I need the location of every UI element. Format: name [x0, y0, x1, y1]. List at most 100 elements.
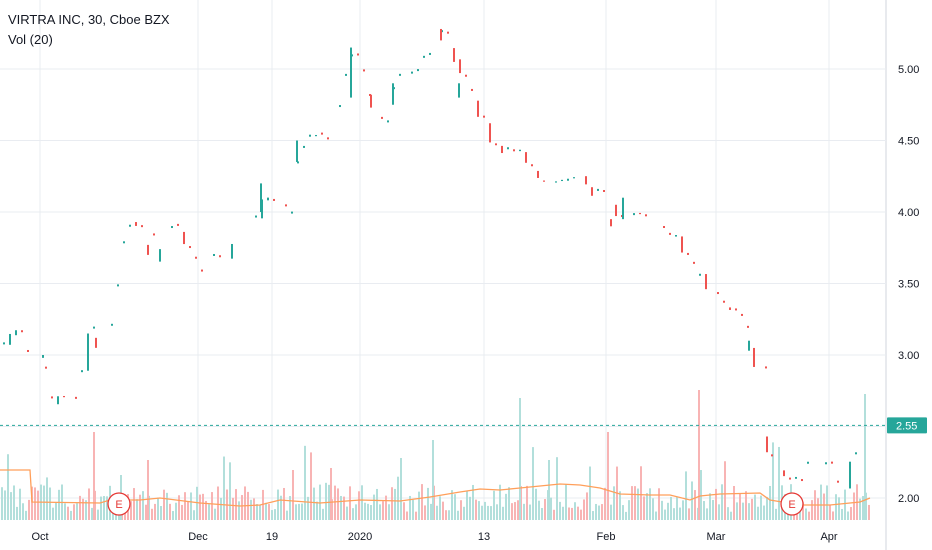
volume-bar	[106, 496, 108, 520]
volume-bar	[559, 501, 561, 520]
candle	[825, 462, 827, 465]
candle	[591, 187, 593, 196]
volume-bar	[601, 504, 603, 520]
volume-bar	[76, 503, 78, 520]
volume-bar	[37, 490, 39, 520]
volume-bar	[412, 499, 414, 520]
candle	[573, 177, 575, 179]
candle	[633, 213, 635, 216]
candle	[42, 355, 44, 358]
volume-bar	[145, 504, 147, 520]
volume-bar	[832, 511, 834, 520]
volume-bar	[679, 507, 681, 520]
candle	[75, 396, 77, 399]
volume-bar	[409, 495, 411, 520]
volume-bar	[667, 502, 669, 520]
volume-bar	[358, 491, 360, 520]
volume-indicator-title[interactable]: Vol (20)	[8, 32, 53, 47]
volume-bar	[760, 495, 762, 520]
volume-bar	[712, 500, 714, 520]
volume-bar	[739, 493, 741, 520]
volume-bar	[514, 502, 516, 520]
candle	[771, 454, 773, 457]
volume-bar	[286, 510, 288, 520]
volume-bar	[382, 501, 384, 520]
price-tick-label: 3.50	[898, 279, 919, 291]
volume-bar	[93, 432, 95, 520]
volume-bar	[313, 487, 315, 520]
volume-bar	[55, 502, 57, 520]
volume-bar	[541, 507, 543, 520]
volume-bar	[79, 495, 81, 520]
volume-bar	[841, 508, 843, 520]
candle	[705, 274, 707, 290]
volume-bar	[661, 500, 663, 520]
candle	[219, 255, 221, 258]
candle	[747, 325, 749, 328]
candle	[392, 83, 394, 105]
volume-bar	[454, 494, 456, 520]
volume-bar	[325, 482, 327, 520]
volume-bar	[850, 507, 852, 520]
volume-bar	[175, 502, 177, 520]
candle	[519, 149, 521, 152]
volume-bar	[49, 487, 51, 520]
volume-bar	[7, 454, 9, 520]
volume-bar	[553, 509, 555, 520]
candle	[417, 69, 419, 72]
volume-bar	[97, 509, 99, 520]
candle	[453, 48, 455, 62]
time-axis: Oct Dec 19 2020 13 Feb Mar Apr	[31, 531, 837, 543]
volume-bar	[589, 466, 591, 520]
volume-bar	[628, 500, 630, 520]
volume-bar	[769, 485, 771, 520]
candle	[255, 215, 257, 218]
volume-bar	[64, 503, 66, 520]
volume-bar	[256, 504, 258, 520]
volume-bar	[823, 493, 825, 520]
volume-bar	[664, 509, 666, 520]
volume-bar	[643, 496, 645, 520]
chart-legend: VIRTRA INC, 30, Cboe BZX Vol (20)	[8, 10, 170, 50]
volume-ma-line	[0, 469, 871, 507]
volume-bar	[580, 509, 582, 520]
volume-bar	[406, 511, 408, 520]
volume-bar	[211, 492, 213, 520]
volume-bar	[322, 508, 324, 520]
candle	[321, 132, 323, 135]
volume-bar	[466, 490, 468, 520]
volume-bar	[190, 492, 192, 520]
volume-bar	[181, 504, 183, 520]
volume-bar	[310, 452, 312, 520]
volume-bar	[751, 498, 753, 520]
volume-bar	[352, 508, 354, 520]
volume-bar	[523, 503, 525, 520]
candle	[477, 100, 479, 117]
volume-bar	[574, 502, 576, 520]
volume-bar	[607, 432, 609, 520]
earnings-marker[interactable]: E	[107, 492, 131, 516]
volume-bar	[544, 499, 546, 520]
volume-bar	[517, 500, 519, 520]
volume-bar	[694, 490, 696, 520]
volume-bar	[718, 504, 720, 520]
volume-bar	[730, 511, 732, 520]
volume-bar	[34, 487, 36, 520]
candle	[9, 333, 11, 345]
volume-bar	[724, 461, 726, 520]
candle	[345, 73, 347, 76]
earnings-label: E	[788, 499, 795, 511]
earnings-marker[interactable]: E	[780, 492, 804, 516]
candle	[801, 479, 803, 482]
volume-bar	[157, 497, 159, 520]
candle	[267, 197, 269, 201]
volume-bar	[10, 492, 12, 520]
candle	[363, 69, 365, 72]
symbol-title[interactable]: VIRTRA INC, 30, Cboe BZX	[8, 12, 170, 27]
candle	[459, 59, 461, 74]
volume-bar	[214, 508, 216, 520]
candle	[543, 180, 545, 182]
volume-bar	[472, 484, 474, 520]
candle	[837, 480, 839, 483]
